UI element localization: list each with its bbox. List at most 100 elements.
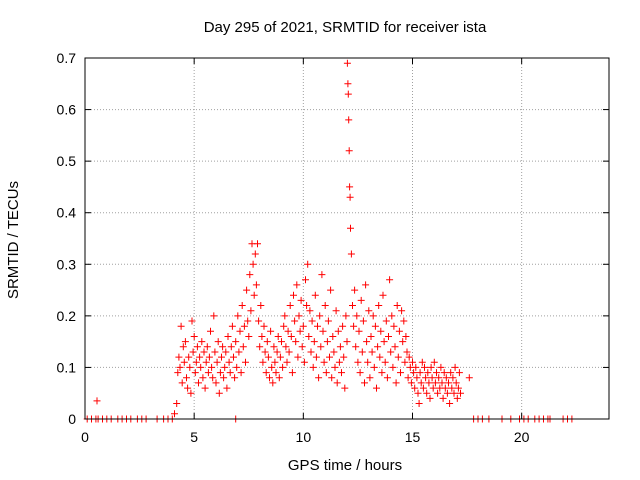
data-point (373, 384, 380, 392)
data-point (443, 389, 451, 397)
data-point (318, 271, 326, 279)
data-point (205, 353, 213, 361)
data-point (201, 384, 209, 392)
data-point (273, 348, 281, 356)
data-point (226, 369, 234, 377)
data-point (210, 312, 218, 320)
data-point (385, 333, 392, 340)
data-point (298, 343, 306, 351)
data-point (283, 358, 291, 366)
data-point (365, 307, 373, 315)
data-point (387, 348, 395, 356)
data-point (202, 358, 210, 366)
data-point (312, 353, 320, 361)
data-point (256, 343, 264, 351)
x-axis-label: GPS time / hours (288, 457, 402, 474)
data-point (249, 260, 257, 268)
data-point (282, 343, 290, 351)
data-point (409, 358, 416, 366)
data-point (378, 369, 386, 377)
data-point (177, 322, 185, 330)
data-point (286, 302, 294, 309)
data-point (437, 363, 445, 371)
data-point (329, 333, 337, 340)
data-point (375, 302, 383, 309)
data-point (295, 312, 303, 320)
data-point (320, 358, 328, 366)
data-point (272, 369, 280, 377)
data-point (186, 363, 194, 371)
data-point (441, 384, 449, 392)
data-point (465, 374, 473, 382)
data-point (349, 302, 356, 309)
data-point (255, 317, 263, 325)
x-tick-label: 15 (405, 429, 421, 445)
data-point (450, 389, 458, 397)
data-point (195, 379, 202, 387)
data-point (416, 369, 424, 377)
data-point (185, 353, 193, 361)
data-point (191, 369, 199, 377)
x-tick-label: 0 (81, 429, 89, 445)
data-point (189, 348, 197, 356)
data-point (288, 369, 296, 377)
data-point (363, 338, 371, 346)
data-point (415, 400, 423, 407)
data-point (307, 348, 315, 356)
data-point (281, 312, 289, 320)
data-point (214, 338, 222, 346)
data-point (252, 281, 260, 289)
data-point (355, 327, 363, 335)
data-point (347, 250, 355, 258)
y-axis-label: SRMTID / TECUs (5, 181, 22, 299)
data-point (334, 327, 342, 335)
data-point (292, 338, 300, 346)
data-point (93, 397, 101, 405)
data-point (198, 338, 206, 346)
data-point (410, 369, 418, 377)
data-point (311, 291, 319, 299)
data-point (213, 358, 221, 366)
data-point (399, 338, 407, 346)
data-point (447, 369, 455, 377)
data-point (183, 374, 190, 382)
data-point (433, 369, 440, 377)
data-point (339, 322, 347, 330)
data-point (234, 312, 242, 320)
data-point (354, 358, 362, 366)
data-point (190, 333, 198, 340)
data-point (369, 312, 377, 320)
data-point (209, 374, 217, 382)
data-point (345, 116, 353, 124)
data-point (227, 343, 235, 351)
data-point (308, 317, 316, 325)
data-point (237, 369, 245, 377)
data-point (407, 379, 415, 387)
data-point (422, 374, 430, 382)
data-point (258, 333, 266, 340)
data-point (315, 374, 323, 382)
x-tick-label: 5 (190, 429, 198, 445)
data-point (364, 358, 372, 366)
data-point (285, 348, 293, 356)
data-point (319, 327, 327, 335)
data-point (356, 369, 364, 377)
data-point (304, 260, 312, 268)
data-point (397, 369, 404, 377)
data-point (188, 317, 196, 325)
data-point (335, 358, 343, 366)
data-point (424, 369, 432, 377)
data-point (392, 379, 400, 387)
data-point (257, 302, 265, 309)
data-point (326, 353, 333, 361)
data-point (452, 379, 460, 387)
data-point (453, 394, 461, 402)
data-point (232, 338, 240, 346)
data-point (401, 358, 409, 366)
data-point (442, 374, 450, 382)
data-point (328, 374, 336, 382)
data-point (297, 296, 305, 304)
data-point (247, 307, 255, 315)
data-point (271, 358, 279, 366)
